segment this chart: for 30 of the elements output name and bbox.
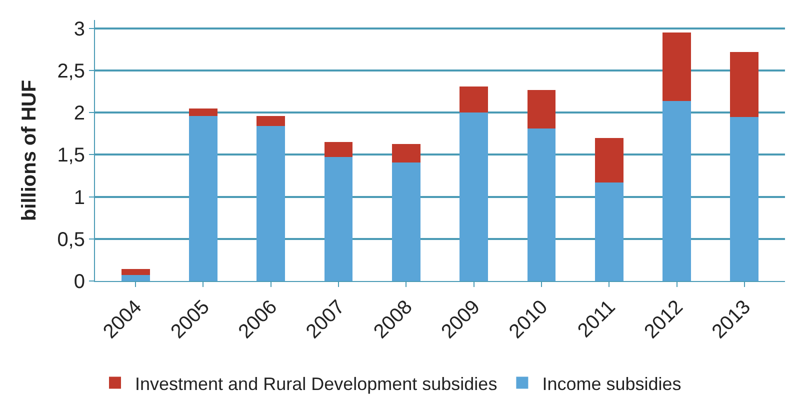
bar [121, 275, 150, 281]
bar [189, 116, 218, 281]
y-axis-title: billions of HUF [18, 80, 41, 222]
y-tick-label: 1 [74, 186, 85, 209]
bar [121, 269, 150, 276]
y-tick-label: 1,5 [57, 144, 85, 167]
y-tick-label: 0,5 [57, 228, 85, 251]
y-tick-label: 3 [74, 18, 85, 40]
bar [730, 116, 759, 281]
bar [730, 52, 759, 117]
bar [256, 116, 286, 126]
bar [189, 108, 218, 116]
bar [324, 157, 353, 281]
bar [527, 128, 556, 281]
bar [392, 144, 420, 162]
bar [662, 100, 691, 281]
bar [594, 182, 624, 281]
bar [594, 138, 624, 182]
bar [527, 90, 556, 129]
bar [324, 142, 353, 158]
y-tick-label: 0 [74, 271, 85, 293]
bar [256, 126, 286, 281]
bar [662, 32, 691, 101]
legend-label: Investment and Rural Development subsidies [135, 374, 498, 394]
bar [392, 162, 420, 281]
legend-label: Income subsidies [542, 374, 682, 394]
y-tick-label: 2 [74, 102, 85, 125]
y-tick-label: 2,5 [57, 60, 85, 83]
bar [460, 112, 488, 281]
bar [460, 86, 488, 113]
